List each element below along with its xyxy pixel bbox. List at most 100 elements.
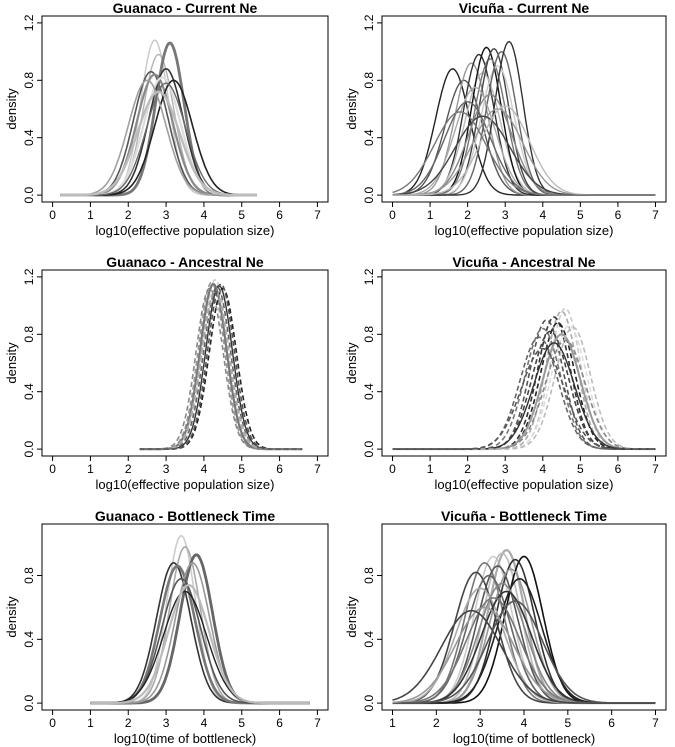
x-tick-label: 4 [201, 462, 208, 476]
x-tick-label: 1 [427, 462, 434, 476]
density-curve-9 [139, 283, 303, 450]
y-tick-label: 0.0 [22, 440, 36, 457]
curves [60, 39, 257, 197]
y-tick-label: 0.0 [362, 186, 376, 203]
x-tick-label: 2 [433, 716, 440, 730]
x-tick-label: 7 [652, 208, 659, 222]
density-curve-6 [392, 46, 656, 196]
x-tick-label: 2 [125, 462, 132, 476]
x-tick-label: 5 [577, 208, 584, 222]
density-curve-8 [139, 287, 303, 450]
y-tick-label: 1.2 [22, 268, 36, 285]
curves [392, 548, 656, 705]
chart-title: Guanaco - Ancestral Ne [106, 254, 264, 270]
x-tick-label: 1 [87, 716, 94, 730]
x-tick-label: 1 [87, 208, 94, 222]
plot-frame [41, 269, 329, 457]
x-tick-label: 6 [608, 716, 615, 730]
x-tick-label: 4 [521, 716, 528, 730]
chart-title: Vicuña - Ancestral Ne [452, 254, 595, 270]
density-curve-4 [392, 53, 656, 196]
y-axis-label: density [4, 596, 19, 638]
y-axis-label: density [344, 596, 359, 638]
x-tick-label: 6 [615, 462, 622, 476]
panel-2: 0 1 2 3 4 5 6 7 0.0 0.4 0.8 1.2 Vicuña - Current Ne l… [344, 0, 667, 238]
plot-frame [381, 15, 667, 203]
x-axis-label: log10(effective population size) [435, 223, 614, 238]
chart-title: Vicuña - Bottleneck Time [441, 508, 607, 524]
density-curve-7 [60, 76, 257, 197]
x-tick-label: 7 [314, 716, 321, 730]
x-tick-label: 5 [238, 462, 245, 476]
x-tick-label: 5 [564, 716, 571, 730]
x-tick-label: 2 [125, 208, 132, 222]
x-tick-label: 1 [427, 208, 434, 222]
chart-title: Guanaco - Bottleneck Time [95, 508, 275, 524]
x-tick-label: 7 [314, 462, 321, 476]
x-tick-label: 6 [276, 208, 283, 222]
x-axis-label: log10(effective population size) [96, 477, 275, 492]
density-curve-9 [90, 583, 310, 705]
panel-6: 1 2 3 4 5 6 7 0.0 0.4 0.8 Vicuña - Bottleneck Time… [344, 508, 667, 746]
x-axis-label: log10(time of bottleneck) [453, 731, 595, 746]
y-tick-label: 0.8 [22, 72, 36, 89]
x-tick-label: 3 [163, 208, 170, 222]
y-axis-label: density [344, 88, 359, 130]
x-tick-label: 0 [389, 462, 396, 476]
y-tick-label: 0.0 [362, 694, 376, 711]
chart-title: Guanaco - Current Ne [113, 0, 258, 16]
y-tick-label: 0.0 [362, 440, 376, 457]
x-tick-label: 2 [464, 462, 471, 476]
x-tick-label: 2 [125, 716, 132, 730]
x-tick-label: 7 [314, 208, 321, 222]
x-tick-label: 5 [238, 208, 245, 222]
density-curve-1 [60, 39, 257, 196]
x-tick-label: 7 [652, 716, 659, 730]
x-tick-label: 3 [477, 716, 484, 730]
x-tick-label: 1 [389, 716, 396, 730]
plot-frame [41, 15, 329, 203]
density-curve-7 [392, 58, 656, 196]
density-curve-11 [392, 40, 656, 196]
y-tick-label: 0.8 [362, 326, 376, 343]
y-tick-label: 1.2 [22, 14, 36, 31]
x-tick-label: 0 [49, 208, 56, 222]
plot-frame [381, 269, 667, 457]
y-tick-label: 0.8 [22, 567, 36, 584]
y-tick-label: 0.8 [22, 326, 36, 343]
y-tick-label: 0.0 [22, 186, 36, 203]
density-curve-9 [392, 333, 656, 451]
x-tick-label: 2 [464, 208, 471, 222]
density-curve-13 [392, 86, 656, 196]
y-tick-label: 0.4 [362, 383, 376, 400]
curves [139, 279, 303, 451]
density-curve-18 [392, 111, 656, 196]
x-axis-label: log10(effective population size) [435, 477, 614, 492]
x-tick-label: 0 [49, 462, 56, 476]
x-tick-label: 1 [87, 462, 94, 476]
y-axis-label: density [4, 88, 19, 130]
y-axis-label: density [344, 342, 359, 384]
density-curve-9 [60, 79, 257, 196]
density-curve-5 [60, 41, 257, 197]
x-tick-label: 3 [502, 462, 509, 476]
y-tick-label: 1.2 [362, 268, 376, 285]
density-curve-5 [392, 322, 656, 450]
density-curve-8 [392, 48, 656, 196]
y-tick-label: 0.4 [362, 129, 376, 146]
curves [392, 307, 656, 451]
x-tick-label: 3 [502, 208, 509, 222]
y-tick-label: 0.4 [22, 129, 36, 146]
y-tick-label: 1.2 [362, 14, 376, 31]
x-tick-label: 6 [615, 208, 622, 222]
panel-3: 0 1 2 3 4 5 6 7 0.0 0.4 0.8 1.2 Guanaco - Ancestral … [4, 254, 329, 492]
x-tick-label: 7 [652, 462, 659, 476]
density-curve-10 [392, 50, 656, 196]
x-tick-label: 4 [539, 462, 546, 476]
y-tick-label: 0.4 [22, 383, 36, 400]
chart-title: Vicuña - Current Ne [459, 0, 590, 16]
y-tick-label: 0.4 [22, 631, 36, 648]
panel-4: 0 1 2 3 4 5 6 7 0.0 0.4 0.8 1.2 Vicuña - Ancestral N… [344, 254, 667, 492]
x-tick-label: 6 [276, 716, 283, 730]
